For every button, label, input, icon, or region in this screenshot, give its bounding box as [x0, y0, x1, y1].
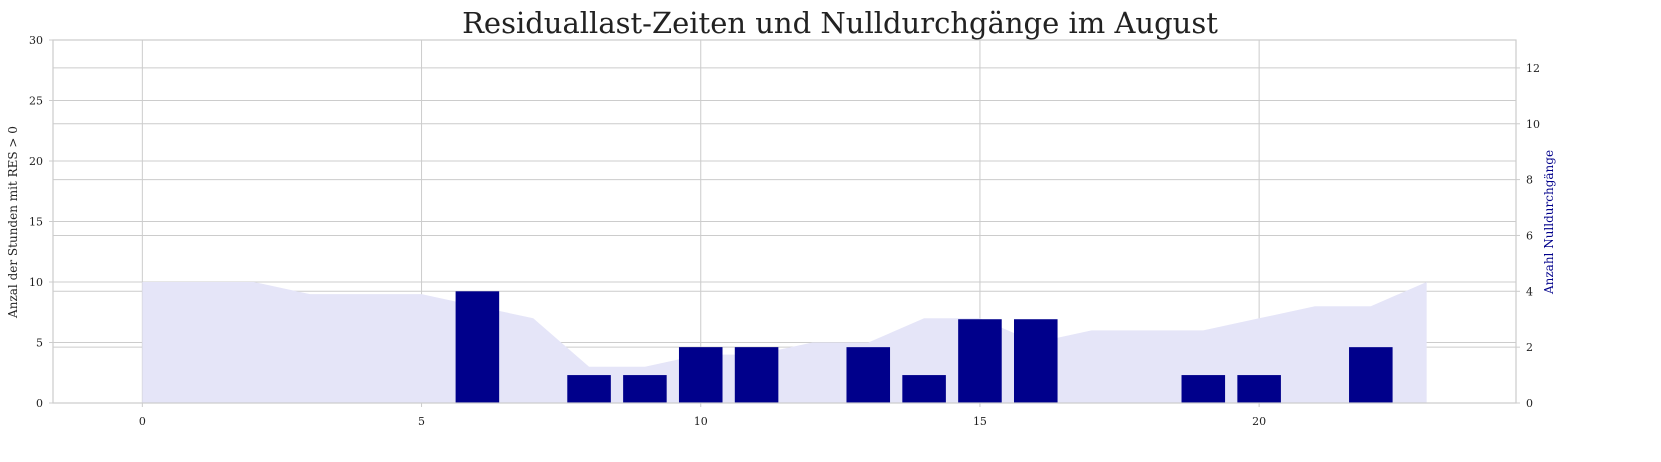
zero-crossing-bar: [902, 375, 946, 403]
x-tick-label: 0: [139, 415, 146, 428]
y-left-tick-label: 20: [29, 155, 43, 168]
x-tick-label: 15: [973, 415, 987, 428]
zero-crossing-bar: [846, 347, 891, 403]
y-axis-left-label: Anzal der Stunden mit RES > 0: [6, 126, 20, 319]
chart-title: Residuallast-Zeiten und Nulldurchgänge i…: [462, 6, 1218, 40]
y-right-tick-label: 8: [1526, 174, 1533, 187]
bar-layer: [455, 291, 1393, 403]
y-right-tick-label: 10: [1526, 118, 1540, 131]
y-left-tick-label: 25: [29, 95, 43, 108]
zero-crossing-bar: [567, 375, 611, 403]
y-right-tick-label: 6: [1526, 229, 1533, 242]
zero-crossing-bar: [1014, 319, 1058, 403]
zero-crossing-bar: [958, 319, 1002, 403]
x-tick-label: 5: [418, 415, 425, 428]
zero-crossing-bar: [1349, 347, 1393, 403]
zero-crossing-bar: [623, 375, 667, 403]
zero-crossing-bar: [455, 291, 500, 403]
y-left-tick-label: 15: [29, 216, 43, 229]
zero-crossing-bar: [734, 347, 779, 403]
x-tick-label: 20: [1252, 415, 1266, 428]
zero-crossing-bar: [678, 347, 723, 403]
y-right-tick-label: 2: [1526, 341, 1533, 354]
y-left-tick-label: 10: [29, 276, 43, 289]
y-right-tick-label: 4: [1526, 285, 1533, 298]
y-right-tick-label: 0: [1526, 397, 1533, 410]
y-right-tick-label: 12: [1526, 62, 1540, 75]
y-left-tick-label: 0: [36, 397, 43, 410]
y-left-tick-label: 5: [36, 337, 43, 350]
x-tick-label: 10: [694, 415, 708, 428]
zero-crossing-bar: [1237, 375, 1281, 403]
y-left-tick-label: 30: [29, 34, 43, 47]
y-axis-right-label: Anzahl Nulldurchgänge: [1542, 150, 1556, 295]
axes-layer: 0 5 10 15 20 0 5 10 15 20 25 30 0 2 4 6 8 10 12: [29, 34, 1540, 428]
zero-crossing-bar: [1181, 375, 1226, 403]
